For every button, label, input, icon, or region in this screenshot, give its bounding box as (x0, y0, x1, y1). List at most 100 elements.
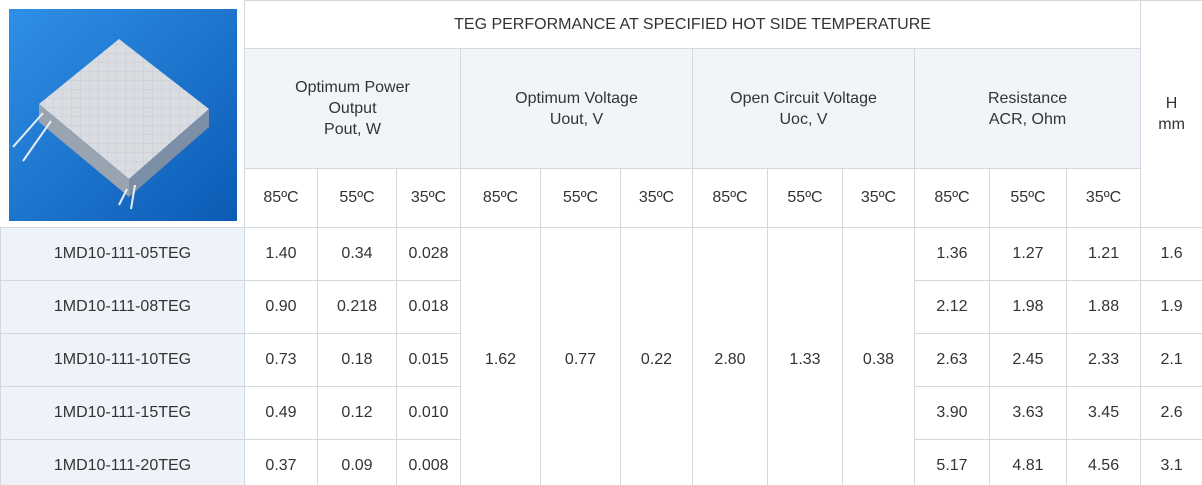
cell-text: 0.015 (408, 351, 448, 368)
group-header: Optimum Voltage Uout, V (461, 48, 693, 168)
resistance-value: 3.63 (990, 386, 1067, 439)
resistance-value: 2.45 (990, 333, 1067, 386)
voltage-value: 2.80 (693, 227, 768, 485)
cell-text: 55ºC (339, 189, 374, 206)
power-value: 0.218 (318, 280, 397, 333)
model-name: 1MD10-111-08TEG (1, 280, 245, 333)
cell-text: 0.18 (341, 351, 372, 368)
resistance-value: 1.27 (990, 227, 1067, 280)
cell-text: 1.6 (1160, 245, 1182, 262)
power-value: 0.09 (318, 439, 397, 485)
power-value: 0.010 (397, 386, 461, 439)
resistance-value: 1.36 (915, 227, 990, 280)
cell-text: 2.1 (1160, 351, 1182, 368)
cell-text: 2.63 (936, 351, 967, 368)
resistance-value: 4.56 (1067, 439, 1141, 485)
voltage-value: 0.22 (621, 227, 693, 485)
cell-text: Uout, V (550, 111, 603, 128)
resistance-value: 1.21 (1067, 227, 1141, 280)
cell-text: 0.90 (265, 298, 296, 315)
resistance-value: 1.88 (1067, 280, 1141, 333)
cell-text: 0.34 (341, 245, 372, 262)
temperature-header: 35ºC (397, 169, 461, 227)
image-cell (1, 1, 245, 228)
cell-text: 1MD10-111-08TEG (54, 298, 191, 315)
cell-text: 0.008 (408, 457, 448, 474)
cell-text: 1.33 (789, 351, 820, 368)
resistance-value: 2.33 (1067, 333, 1141, 386)
model-name: 1MD10-111-20TEG (1, 439, 245, 485)
cell-text: 4.56 (1088, 457, 1119, 474)
cell-text: 85ºC (934, 189, 969, 206)
cell-text: 55ºC (787, 189, 822, 206)
power-value: 0.12 (318, 386, 397, 439)
power-value: 0.37 (245, 439, 318, 485)
cell-text: 0.028 (408, 245, 448, 262)
cell-text: 0.73 (265, 351, 296, 368)
cell-text: 3.90 (936, 404, 967, 421)
resistance-value: 3.90 (915, 386, 990, 439)
cell-text: Uoc, V (779, 111, 827, 128)
model-name: 1MD10-111-15TEG (1, 386, 245, 439)
group-header: ResistanceACR, Ohm (915, 48, 1141, 168)
cell-text: Output (328, 100, 376, 117)
resistance-value: 1.98 (990, 280, 1067, 333)
cell-text: 0.38 (863, 351, 894, 368)
power-value: 0.018 (397, 280, 461, 333)
page: {"header":{"title":"TEG PERFORMANCE AT S… (0, 0, 1202, 485)
cell-text: 2.80 (714, 351, 745, 368)
power-value: 0.73 (245, 333, 318, 386)
resistance-value: 2.12 (915, 280, 990, 333)
cell-text: Optimum Power (295, 79, 410, 96)
cell-text: 1.88 (1088, 298, 1119, 315)
height-value: 2.1 (1141, 333, 1202, 386)
cell-text: 2.33 (1088, 351, 1119, 368)
cell-text: ACR, Ohm (989, 111, 1066, 128)
cell-text: 35ºC (1086, 189, 1121, 206)
cell-text: 0.37 (265, 457, 296, 474)
voltage-value: 0.38 (843, 227, 915, 485)
cell-text: Optimum Voltage (515, 90, 638, 107)
cell-text: TEG PERFORMANCE AT SPECIFIED HOT SIDE TE… (454, 16, 931, 33)
height-value: 2.6 (1141, 386, 1202, 439)
height-value: 1.9 (1141, 280, 1202, 333)
resistance-value: 2.63 (915, 333, 990, 386)
cell-text: 0.010 (408, 404, 448, 421)
table-title: TEG PERFORMANCE AT SPECIFIED HOT SIDE TE… (245, 1, 1141, 49)
temperature-header: 35ºC (621, 169, 693, 227)
cell-text: 1.98 (1012, 298, 1043, 315)
height-value: 1.6 (1141, 227, 1202, 280)
cell-text: 35ºC (639, 189, 674, 206)
cell-text: 2.45 (1012, 351, 1043, 368)
power-value: 0.34 (318, 227, 397, 280)
temperature-header: 85ºC (461, 169, 541, 227)
cell-text: 0.77 (565, 351, 596, 368)
cell-text: 0.018 (408, 298, 448, 315)
temperature-header: 35ºC (1067, 169, 1141, 227)
model-name: 1MD10-111-10TEG (1, 333, 245, 386)
temperature-header: 55ºC (541, 169, 621, 227)
cell-text: Open Circuit Voltage (730, 90, 877, 107)
temperature-header: 85ºC (915, 169, 990, 227)
cell-text: 0.12 (341, 404, 372, 421)
power-value: 0.008 (397, 439, 461, 485)
temperature-header: 55ºC (990, 169, 1067, 227)
table-row: TEG PERFORMANCE AT SPECIFIED HOT SIDE TE… (1, 1, 1202, 49)
temperature-header: 85ºC (245, 169, 318, 227)
temperature-header: 55ºC (768, 169, 843, 227)
cell-text: 0.09 (341, 457, 372, 474)
power-value: 0.90 (245, 280, 318, 333)
cell-text: 85ºC (263, 189, 298, 206)
cell-text: 55ºC (1010, 189, 1045, 206)
cell-text: 1MD10-111-10TEG (54, 351, 191, 368)
cell-text: 0.49 (265, 404, 296, 421)
cell-text: 1MD10-111-05TEG (54, 245, 191, 262)
resistance-value: 3.45 (1067, 386, 1141, 439)
temperature-header: 35ºC (843, 169, 915, 227)
cell-text: 55ºC (563, 189, 598, 206)
cell-text: 3.63 (1012, 404, 1043, 421)
cell-text: 35ºC (861, 189, 896, 206)
voltage-value: 0.77 (541, 227, 621, 485)
cell-text: mm (1158, 116, 1185, 133)
